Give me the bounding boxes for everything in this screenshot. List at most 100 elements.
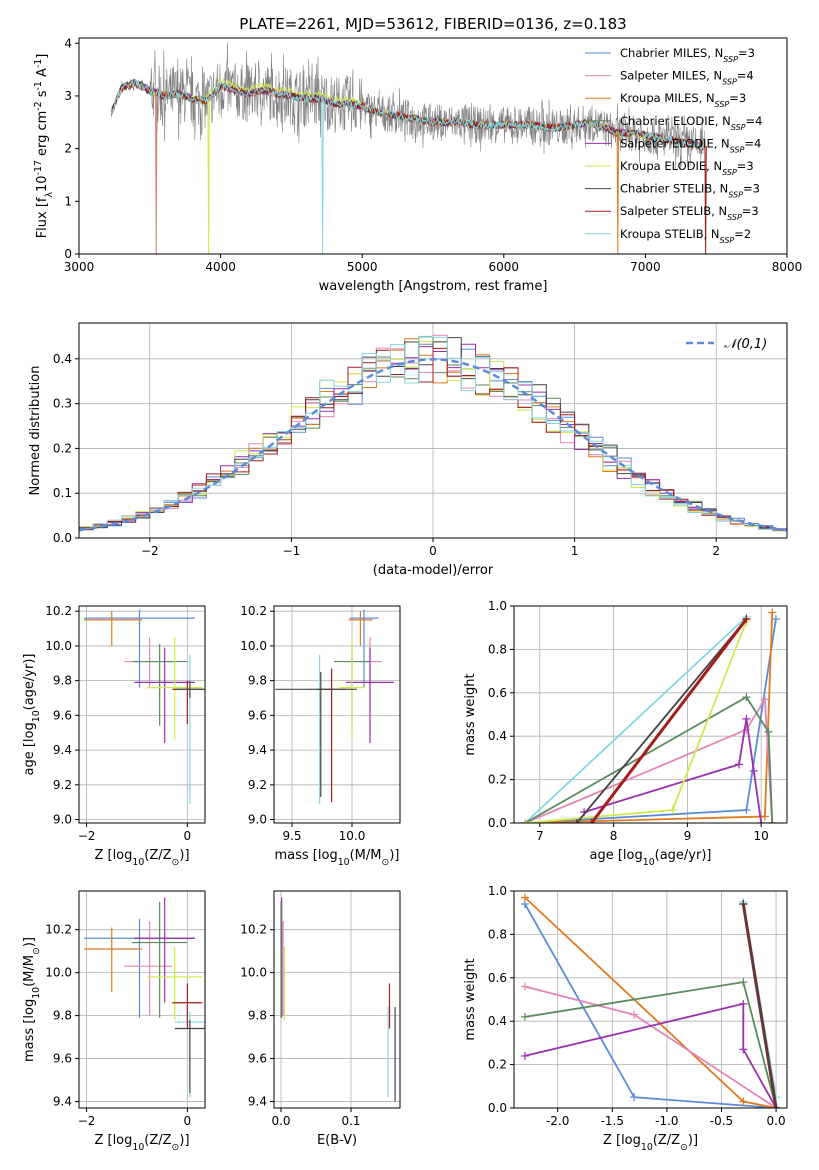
spectrum-dip [155, 92, 158, 254]
normal-curve [79, 358, 787, 532]
label-part: )] [179, 1133, 189, 1148]
legend-subscript: SSP [727, 213, 742, 222]
label-part: (Z/Z [144, 848, 171, 863]
weight-point [739, 1097, 748, 1106]
spectrum-dip [207, 99, 210, 254]
label-part: ⊙ [381, 857, 389, 868]
observed-spectrum [111, 42, 705, 170]
model-spectrum [111, 79, 705, 151]
x-tick-label: -0.5 [710, 1114, 733, 1128]
legend-count: =2 [734, 227, 751, 241]
legend-label: Chabrier MILES, NSSP=3 [620, 46, 755, 64]
legend-subscript: SSP [730, 145, 745, 154]
legend-subscript: SSP [731, 122, 746, 131]
legend-label: Kroupa ELODIE, NSSP=3 [620, 159, 754, 177]
y-tick-label: 0.4 [488, 729, 507, 743]
y-tick-label: 1 [64, 194, 72, 208]
label-part: -2 [33, 101, 44, 110]
x-tick-label: 10.0 [339, 829, 366, 843]
label-part: mass weight [463, 958, 478, 1040]
weight-point [520, 893, 529, 902]
label-part: age [log [22, 722, 37, 775]
label-part: (data-model)/error [373, 563, 494, 578]
x-tick-label: 0.0 [767, 1114, 786, 1128]
mass_vs_ebv-frame [273, 890, 401, 1109]
weight-series-line [524, 1002, 777, 1108]
x-tick-label: −2 [78, 829, 96, 843]
y-tick-label: 10.2 [240, 923, 267, 937]
y-tick-label: 0.0 [53, 531, 72, 545]
y-tick-label: 1.0 [488, 884, 507, 898]
label-part: )] [688, 1133, 698, 1148]
y-tick-label: 9.4 [53, 743, 72, 757]
weight-point [757, 819, 766, 823]
y-tick-label: 0.2 [488, 1058, 507, 1072]
weight-point [764, 727, 773, 736]
weight-point [668, 805, 677, 814]
x-tick-label: −2 [78, 1114, 96, 1128]
weight-point [735, 760, 744, 769]
weight-series-line [742, 903, 777, 1108]
x-tick-label: 7 [536, 829, 544, 843]
x-tick-label: 10 [754, 829, 769, 843]
y-tick-label: 9.8 [53, 674, 72, 688]
mass_vs_ebv-panel: 0.0 0.1 9.4 9.6 9.8 10.0 10.2 E(B-V) [240, 890, 401, 1148]
weight-point [742, 714, 751, 723]
x-axis-label: Z [log10(Z/Z⊙)] [94, 848, 189, 868]
weight-point [630, 1010, 639, 1019]
x-tick-label: 8 [610, 829, 618, 843]
weight_vs_age-frame [513, 605, 788, 824]
mass_vs_ebv-marks [280, 897, 396, 1102]
legend-count: =3 [737, 159, 754, 173]
y-tick-label: 10.2 [45, 923, 72, 937]
label-part: 10 [338, 857, 350, 868]
spectrum-dip [616, 132, 619, 254]
spectrum-dip [704, 145, 707, 254]
label-part: -1 [33, 59, 44, 68]
label-part: ⊙ [31, 947, 42, 955]
age_vs_mass-marks [275, 609, 394, 804]
x-tick-label: 4000 [205, 260, 236, 274]
residuals-marks [79, 334, 787, 532]
label-part: wavelength [Angstrom, rest frame] [319, 279, 548, 294]
label-part: mass weight [463, 673, 478, 755]
residual-histogram [79, 335, 787, 531]
weight-series-line [524, 695, 774, 823]
label-part: A [35, 68, 50, 81]
weight-point [521, 819, 530, 823]
x-tick-label: 0 [429, 544, 437, 558]
weight-point [739, 900, 748, 909]
y-tick-label: 4 [64, 36, 72, 50]
legend-count: =3 [742, 204, 759, 218]
weight-point [587, 819, 596, 823]
x-axis-label: Z [log10(Z/Z⊙)] [94, 1133, 189, 1153]
y-tick-label: 9.8 [53, 1009, 72, 1023]
label-part: Flux [f [35, 197, 50, 238]
y-tick-label: 9.0 [248, 813, 267, 827]
weight_vs_Z-panel: -2.0 -1.5 -1.0 -0.5 0.0 0.0 0.2 0.4 0.6 0.8 1.0 Z [… [463, 884, 788, 1153]
residuals-panel: −2 −1 0 1 2 0.0 0.1 0.2 0.3 0.4 (data-model)/error… [28, 322, 788, 578]
y-axis-label: Flux [fλ10-17 erg cm-2 s-1 A-1] [33, 54, 55, 239]
label-part: Normed distribution [28, 366, 43, 496]
y-tick-label: 3 [64, 89, 72, 103]
spectrum-legend: Chabrier MILES, NSSP=3 Salpeter MILES, NS… [585, 46, 762, 244]
y-axis-label: mass weight [463, 958, 478, 1040]
x-axis-label: (data-model)/error [373, 563, 494, 578]
label-part: (M/M [350, 848, 382, 863]
x-tick-label: 0 [184, 829, 192, 843]
legend-subscript: SSP [715, 100, 730, 109]
spectrum-panel: 3000 4000 5000 6000 7000 8000 0 1 2 3 4 wavelength … [33, 36, 803, 294]
label-part: 10 [132, 1142, 144, 1153]
weight-point [739, 978, 748, 987]
y-tick-label: 9.6 [248, 1052, 267, 1066]
weight-point [520, 1012, 529, 1021]
y-tick-label: 0.2 [53, 441, 72, 455]
label-part: ] [35, 54, 50, 59]
label-part: )] [389, 848, 399, 863]
weight-point [742, 615, 751, 624]
weight-point [768, 608, 777, 617]
x-tick-label: 0 [184, 1114, 192, 1128]
y-tick-label: 0.4 [53, 352, 72, 366]
age_vs_Z-panel: −2 09.09.29.49.69.810.010.2Z [log10(Z/Z⊙)… [22, 604, 206, 868]
